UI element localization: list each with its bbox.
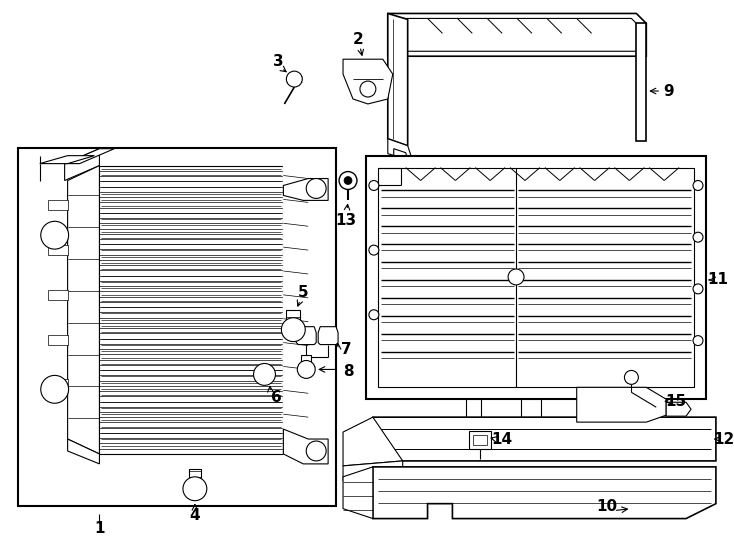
Bar xyxy=(48,200,68,211)
Text: 1: 1 xyxy=(94,521,105,536)
Bar xyxy=(48,290,68,300)
Bar xyxy=(301,355,311,369)
Bar xyxy=(48,335,68,345)
Circle shape xyxy=(281,318,305,342)
Bar xyxy=(286,310,300,329)
Bar xyxy=(189,469,201,489)
Circle shape xyxy=(183,477,207,501)
Polygon shape xyxy=(99,166,283,454)
Polygon shape xyxy=(388,14,647,56)
Text: 11: 11 xyxy=(708,273,728,287)
Text: 13: 13 xyxy=(335,213,357,228)
Circle shape xyxy=(306,441,326,461)
Polygon shape xyxy=(373,417,716,461)
Bar xyxy=(48,245,68,255)
Text: 9: 9 xyxy=(663,84,674,98)
Polygon shape xyxy=(68,439,99,464)
Text: 4: 4 xyxy=(189,508,200,523)
Text: 5: 5 xyxy=(298,285,308,300)
Polygon shape xyxy=(68,166,99,454)
Circle shape xyxy=(508,269,524,285)
Circle shape xyxy=(286,71,302,87)
Circle shape xyxy=(369,310,379,320)
Polygon shape xyxy=(343,461,403,481)
Circle shape xyxy=(625,370,639,384)
Text: 14: 14 xyxy=(492,431,512,447)
Polygon shape xyxy=(666,402,691,416)
Text: 10: 10 xyxy=(596,499,617,514)
Circle shape xyxy=(693,232,703,242)
Text: 6: 6 xyxy=(271,390,282,405)
Circle shape xyxy=(41,221,68,249)
Circle shape xyxy=(253,363,275,386)
Text: 3: 3 xyxy=(273,53,284,69)
Circle shape xyxy=(693,180,703,191)
Polygon shape xyxy=(636,23,647,141)
Polygon shape xyxy=(297,327,316,345)
Polygon shape xyxy=(388,14,407,146)
Circle shape xyxy=(369,245,379,255)
Polygon shape xyxy=(393,18,642,51)
Bar xyxy=(473,435,487,445)
Text: 7: 7 xyxy=(341,342,352,357)
Polygon shape xyxy=(366,156,706,399)
Polygon shape xyxy=(65,148,99,180)
Polygon shape xyxy=(393,148,410,166)
Polygon shape xyxy=(283,166,308,459)
Text: 12: 12 xyxy=(713,431,734,447)
Circle shape xyxy=(693,284,703,294)
Polygon shape xyxy=(373,467,716,518)
Bar xyxy=(18,148,336,505)
Circle shape xyxy=(693,336,703,346)
Circle shape xyxy=(344,177,352,185)
Circle shape xyxy=(41,375,68,403)
Polygon shape xyxy=(521,399,541,429)
Text: 8: 8 xyxy=(343,364,353,379)
Circle shape xyxy=(369,180,379,191)
Polygon shape xyxy=(378,167,694,387)
Circle shape xyxy=(360,81,376,97)
Polygon shape xyxy=(283,179,328,200)
Bar xyxy=(469,431,491,449)
Text: 15: 15 xyxy=(666,394,687,409)
Circle shape xyxy=(297,361,315,379)
Polygon shape xyxy=(388,139,413,160)
Polygon shape xyxy=(65,148,115,164)
Bar xyxy=(48,380,68,389)
Polygon shape xyxy=(343,467,373,518)
Polygon shape xyxy=(40,156,95,164)
Polygon shape xyxy=(577,387,666,422)
Polygon shape xyxy=(343,417,403,466)
Polygon shape xyxy=(343,59,393,104)
Polygon shape xyxy=(283,429,328,464)
Circle shape xyxy=(339,172,357,190)
Circle shape xyxy=(306,179,326,198)
Text: 2: 2 xyxy=(352,32,363,47)
Polygon shape xyxy=(466,399,482,419)
Polygon shape xyxy=(318,327,338,345)
